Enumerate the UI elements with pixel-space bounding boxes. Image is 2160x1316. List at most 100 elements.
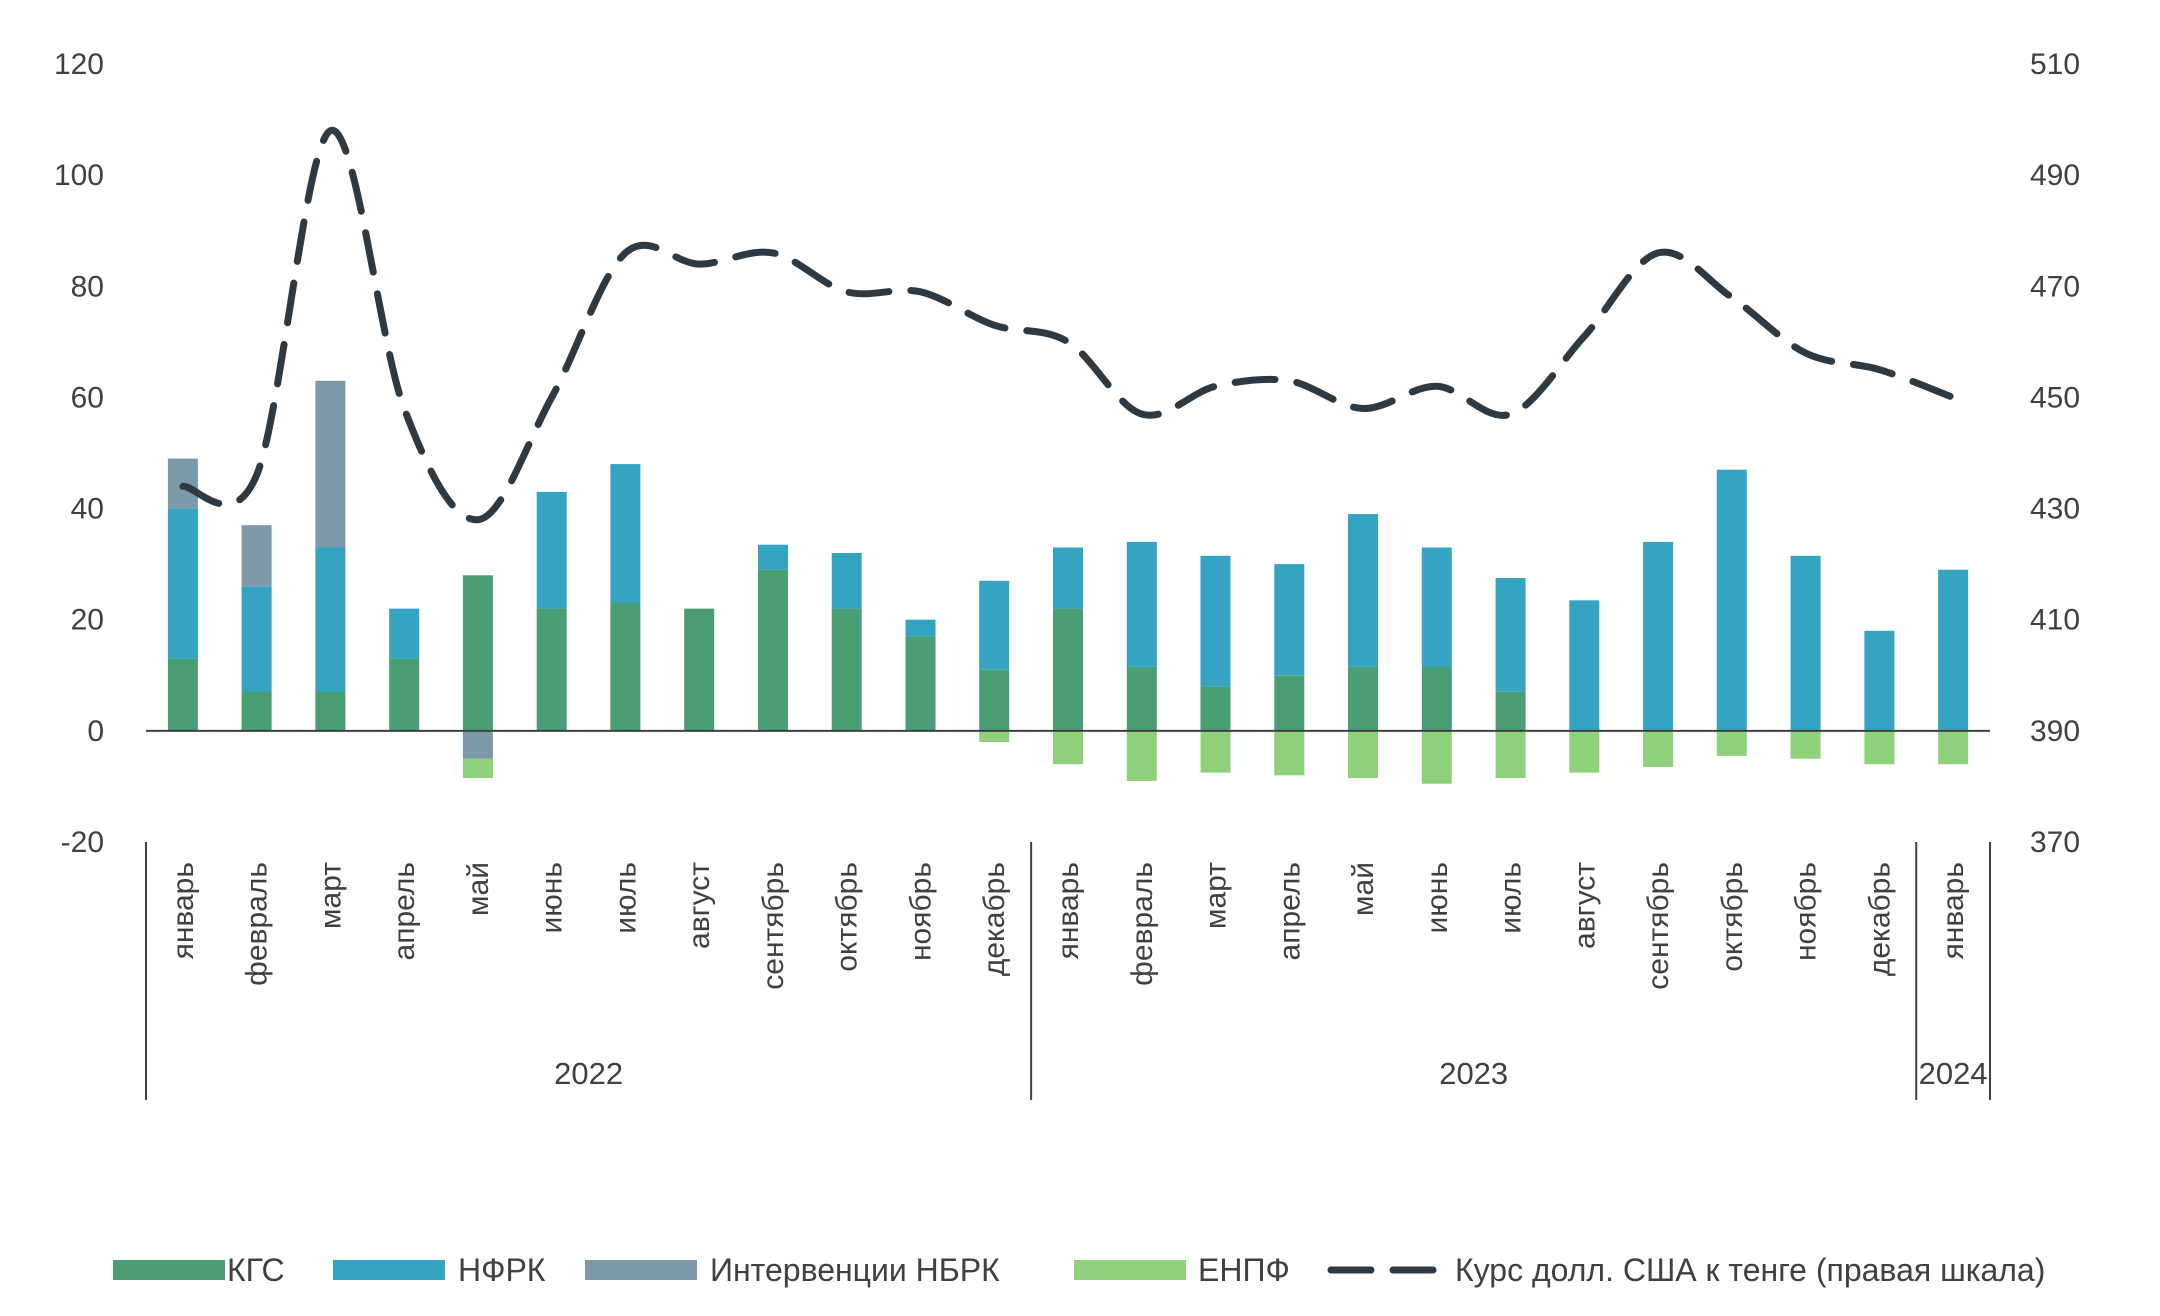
bar-4-15: [1200, 730, 1231, 773]
y-right-tick-label: 430: [2030, 493, 2080, 526]
x-tick-label: ноябрь: [904, 862, 937, 961]
y-right-tick-label: 370: [2030, 826, 2080, 859]
bar-2-14: [1126, 541, 1157, 667]
bar-2-7: [610, 464, 641, 603]
x-tick-label: апрель: [1273, 862, 1306, 960]
x-tick-label: июль: [1495, 862, 1528, 934]
x-tick-label: август: [1568, 862, 1601, 949]
bar-1-6: [536, 608, 567, 731]
bar-2-25: [1938, 569, 1969, 731]
bar-2-2: [241, 586, 272, 692]
legend: КГС НФРК Интервенции НБРК ЕНПФ Курс долл. СШ…: [113, 1252, 2045, 1288]
bar-1-1: [167, 658, 198, 731]
bar-2-20: [1569, 600, 1600, 731]
bar-1-9: [758, 569, 788, 731]
legend-swatch-4: [1074, 1260, 1186, 1280]
bar-1-18: [1421, 667, 1452, 731]
y-right-tick-label: 390: [2030, 715, 2080, 748]
legend-swatch-3: [585, 1260, 697, 1280]
y-left-tick-label: 60: [71, 381, 104, 414]
y-left-tick-label: 80: [71, 270, 104, 303]
bar-1-13: [1053, 608, 1083, 731]
x-tick-label: ноябрь: [1790, 862, 1823, 961]
x-tick-label: январь: [167, 862, 200, 959]
bar-4-21: [1643, 730, 1674, 767]
bar-1-2: [241, 692, 272, 731]
bar-4-19: [1495, 730, 1526, 779]
bar-4-12: [979, 730, 1010, 742]
bar-3-5: [462, 730, 493, 759]
bar-2-16: [1274, 564, 1305, 676]
bar-2-24: [1864, 630, 1895, 731]
y-right-tick-label: 490: [2030, 159, 2080, 192]
bar-2-6: [536, 491, 567, 609]
bars-layer: [167, 380, 1969, 784]
y-right-tick-label: 410: [2030, 604, 2080, 637]
x-tick-label: декабрь: [978, 862, 1011, 976]
x-tick-label: март: [314, 862, 347, 929]
bar-2-18: [1421, 547, 1452, 667]
bar-2-23: [1790, 555, 1821, 731]
bar-1-11: [905, 636, 936, 731]
bar-2-13: [1053, 547, 1083, 609]
bar-4-25: [1938, 730, 1969, 765]
bar-1-16: [1274, 675, 1305, 731]
bar-1-12: [979, 669, 1010, 731]
bar-2-11: [905, 619, 936, 637]
bar-2-4: [389, 608, 420, 659]
bar-1-8: [684, 608, 715, 731]
bar-4-17: [1348, 730, 1378, 779]
x-tick-label: май: [1347, 862, 1380, 916]
bar-2-17: [1348, 514, 1378, 667]
bar-1-15: [1200, 686, 1231, 731]
x-tick-label: октябрь: [1716, 862, 1749, 972]
bar-3-2: [241, 525, 272, 587]
bar-2-22: [1716, 469, 1747, 731]
bar-1-14: [1126, 667, 1157, 731]
y-right-tick-label: 450: [2030, 381, 2080, 414]
legend-label: КГС: [227, 1252, 285, 1288]
bar-2-21: [1643, 541, 1674, 731]
bar-3-3: [315, 380, 346, 548]
x-group-label: 2022: [554, 1056, 623, 1091]
bar-2-19: [1495, 578, 1526, 692]
bar-4-5: [462, 758, 493, 779]
x-group-label: 2024: [1919, 1056, 1988, 1091]
bar-2-3: [315, 547, 346, 692]
y-right-tick-label: 510: [2030, 48, 2080, 81]
bar-4-16: [1274, 730, 1305, 776]
x-tick-label: февраль: [1126, 862, 1159, 986]
y-left-tick-label: -20: [61, 826, 104, 859]
bar-4-20: [1569, 730, 1600, 773]
bar-4-18: [1421, 730, 1452, 784]
bar-1-7: [610, 603, 641, 731]
bar-4-13: [1053, 730, 1083, 765]
x-tick-label: июнь: [1421, 862, 1454, 933]
legend-label: Интервенции НБРК: [710, 1252, 1000, 1288]
bar-1-17: [1348, 667, 1378, 731]
legend-label: Курс долл. США к тенге (правая шкала): [1455, 1252, 2045, 1288]
x-tick-label: сентябрь: [757, 862, 790, 990]
bar-2-15: [1200, 555, 1231, 687]
bar-1-3: [315, 692, 346, 731]
x-tick-label: апрель: [388, 862, 421, 960]
x-tick-label: июнь: [536, 862, 569, 933]
bar-2-10: [831, 553, 862, 609]
legend-label: ЕНПФ: [1198, 1252, 1290, 1288]
x-tick-label: январь: [1052, 862, 1085, 959]
x-tick-label: март: [1200, 862, 1233, 929]
bar-4-14: [1126, 730, 1157, 781]
legend-swatch-1: [113, 1260, 225, 1280]
bar-2-9: [758, 544, 788, 570]
exchange-rate-line: [179, 127, 1957, 524]
x-tick-label: октябрь: [831, 862, 864, 972]
axes-layer: -20 0 20 40 60 80 100 120 370 390 410 430 450 470 490 5…: [54, 48, 2080, 859]
x-tick-label: сентябрь: [1642, 862, 1675, 990]
bar-2-1: [167, 508, 198, 659]
bar-4-23: [1790, 730, 1821, 759]
bar-4-24: [1864, 730, 1895, 765]
y-left-tick-label: 40: [71, 493, 104, 526]
bar-1-10: [831, 608, 862, 731]
y-right-tick-label: 470: [2030, 270, 2080, 303]
